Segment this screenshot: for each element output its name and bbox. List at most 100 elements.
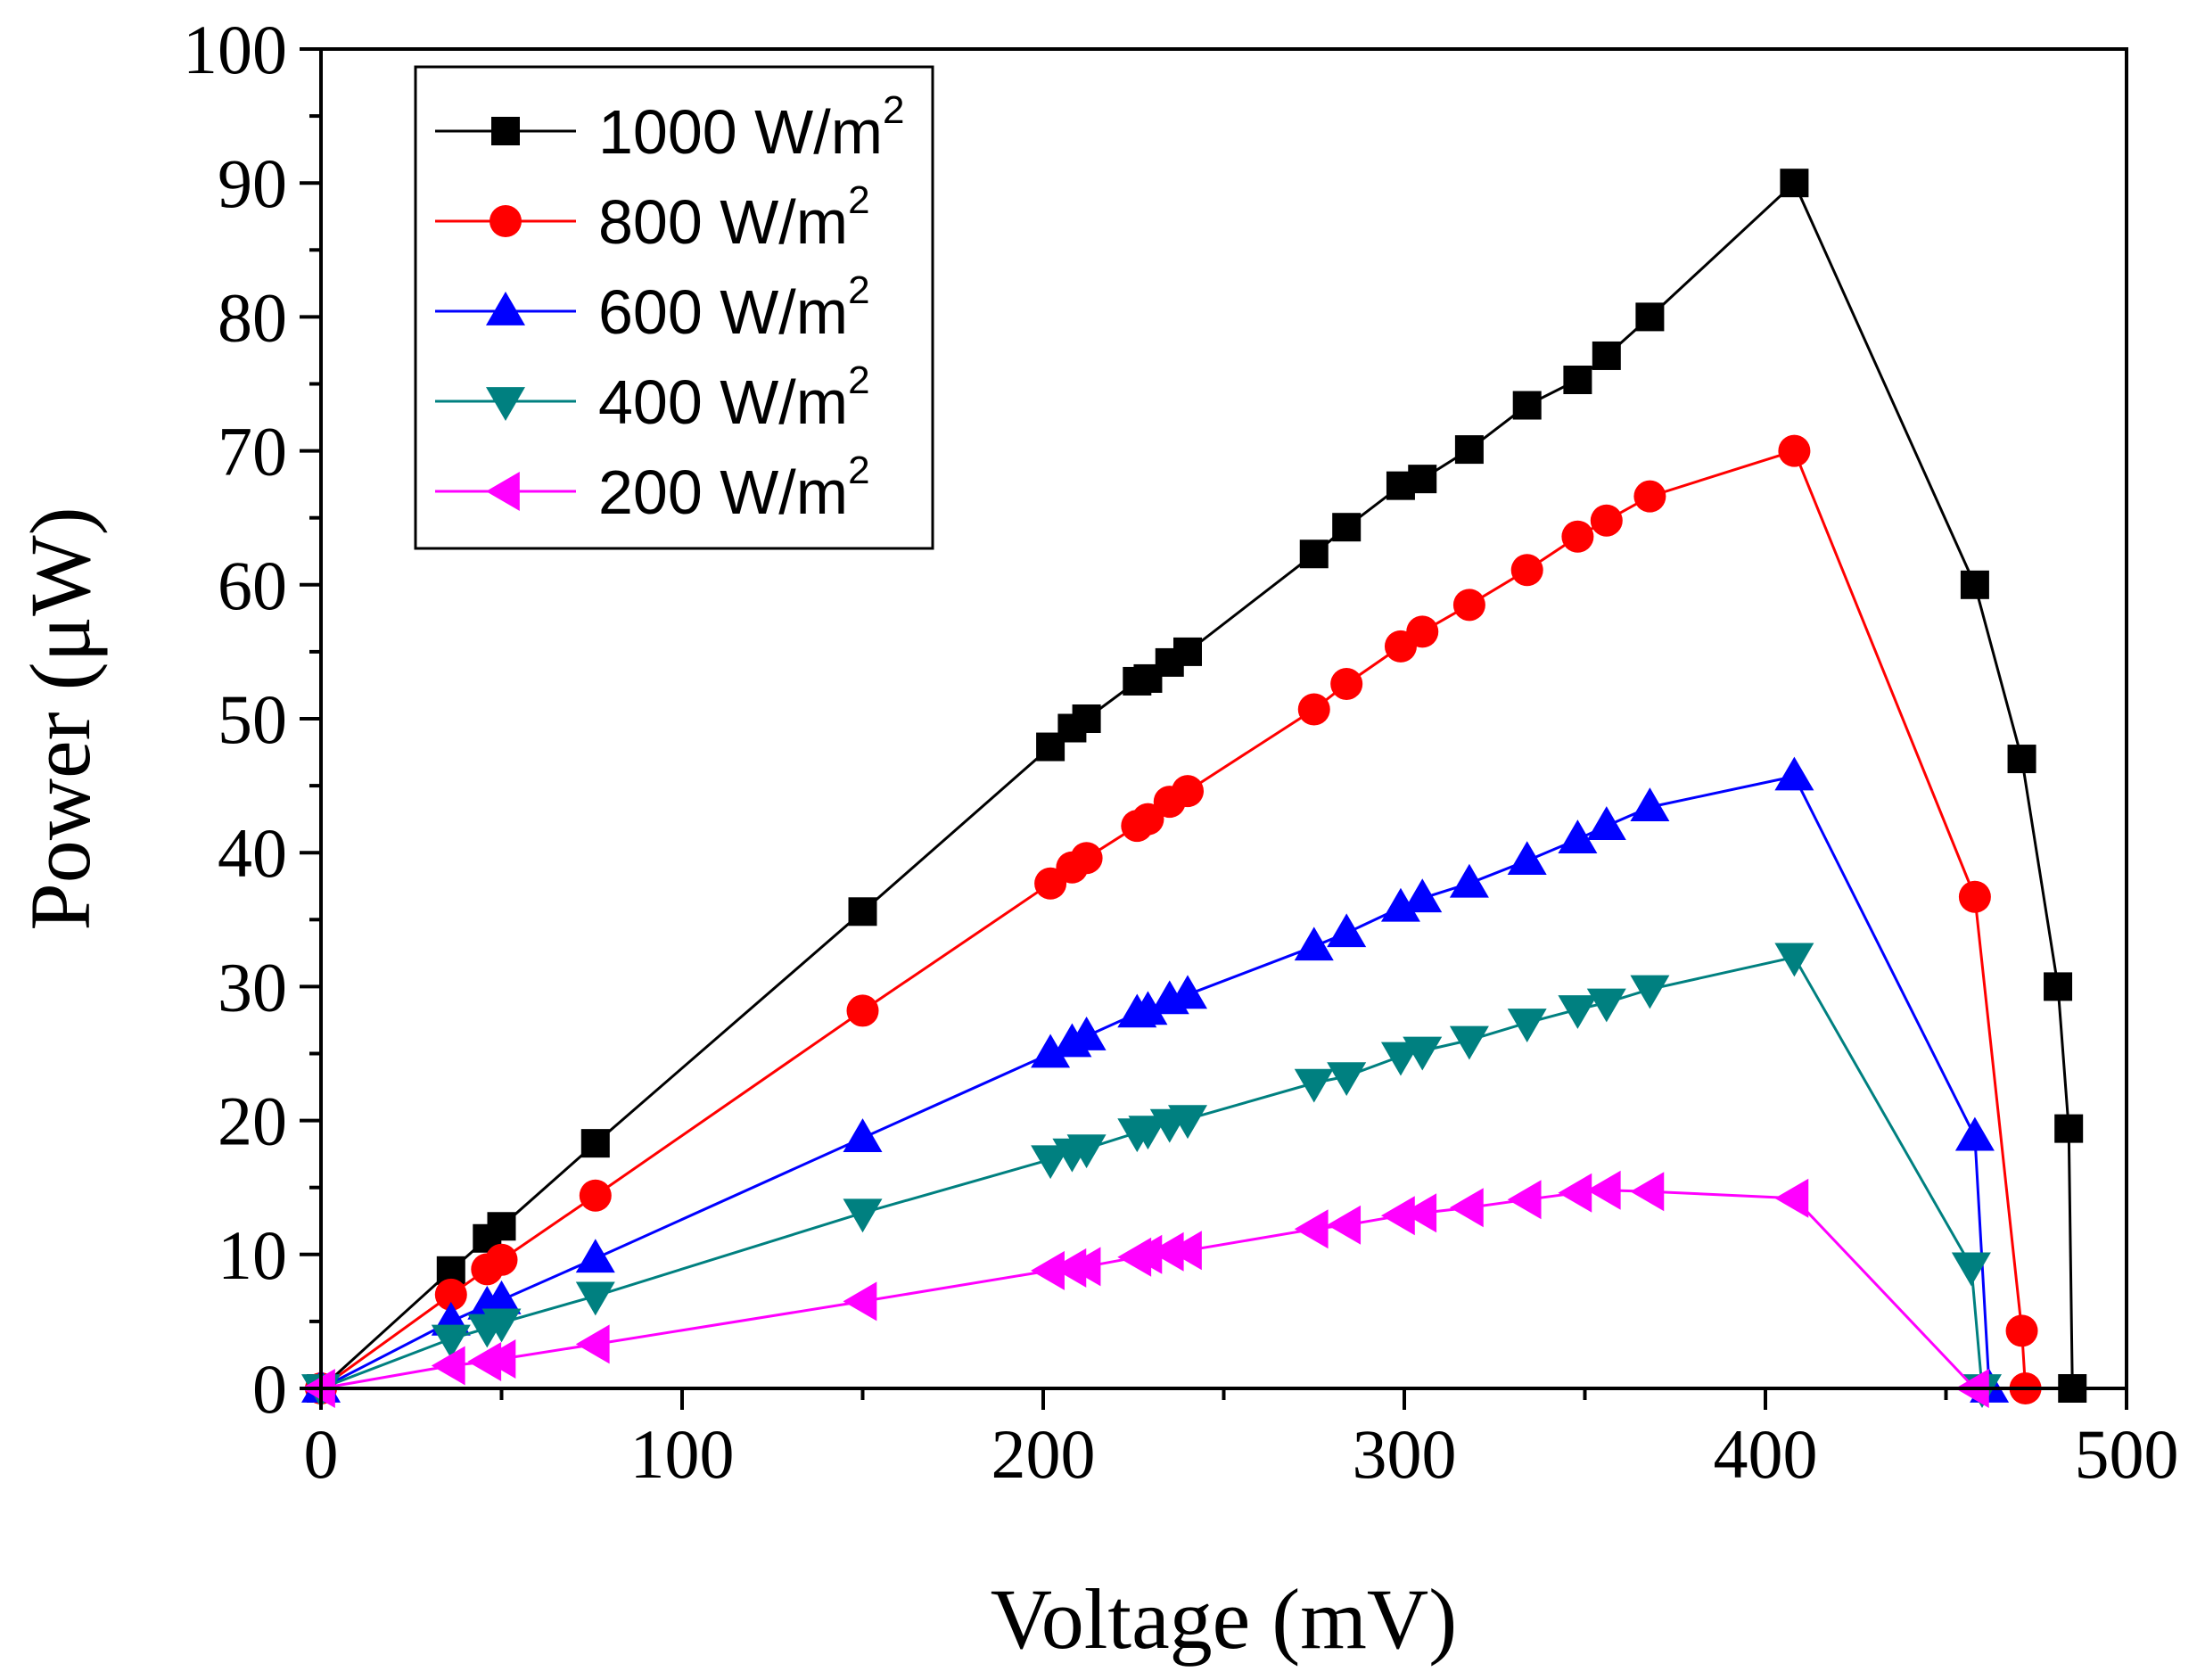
legend-label-sup-4: 2	[848, 449, 869, 492]
legend-label-sup-2: 2	[848, 268, 869, 312]
x-axis-title: Voltage (mV)	[991, 1571, 1457, 1667]
data-point-2-10	[1128, 991, 1168, 1025]
data-point-4-18	[1507, 1180, 1542, 1220]
data-point-0-19	[1563, 365, 1592, 394]
data-point-0-16	[1408, 465, 1437, 494]
data-point-4-16	[1403, 1193, 1437, 1233]
data-point-2-13	[1294, 926, 1334, 961]
data-point-4-6	[1031, 1250, 1065, 1290]
data-point-3-18	[1507, 1009, 1547, 1042]
data-point-0-4	[580, 1129, 610, 1158]
data-point-4-20	[1586, 1170, 1621, 1210]
data-point-1-12	[1172, 775, 1204, 808]
legend-label-2: 600 W/m2	[598, 268, 870, 347]
y-tick-label-1: 10	[218, 1216, 287, 1294]
y-tick-label-7: 70	[218, 413, 287, 490]
data-point-0-18	[1512, 391, 1542, 420]
data-point-2-4	[575, 1239, 615, 1273]
data-point-1-19	[1561, 520, 1594, 553]
data-point-4-14	[1327, 1205, 1362, 1245]
data-point-4-12	[1168, 1231, 1202, 1271]
data-point-3-6	[1031, 1145, 1071, 1180]
data-point-2-23	[1954, 1116, 1995, 1151]
data-point-3-14	[1327, 1062, 1367, 1097]
x-tick-label-1: 100	[630, 1415, 735, 1493]
data-point-0-26	[2054, 1114, 2084, 1143]
data-point-0-5	[848, 897, 877, 926]
legend-entry-4: 200 W/m2	[435, 449, 870, 527]
x-tick-label-2: 200	[991, 1415, 1096, 1493]
data-point-2-19	[1558, 819, 1598, 854]
data-point-4-5	[843, 1281, 877, 1322]
data-point-2-6	[1031, 1034, 1071, 1068]
legend: 1000 W/m2 800 W/m2 600 W/m2 400 W/m2 200 W/m…	[414, 65, 934, 550]
data-point-1-4	[579, 1179, 612, 1212]
data-point-3-17	[1449, 1025, 1489, 1060]
data-point-0-20	[1592, 341, 1621, 370]
data-point-1-1	[434, 1278, 467, 1311]
data-point-2-15	[1380, 887, 1420, 922]
data-point-2-12	[1168, 975, 1207, 1009]
axes-layer: 0 100 200 300 400 500 0 10 20 30 40 50 60 70 80 90 100	[183, 11, 2179, 1493]
data-point-2-8	[1066, 1016, 1107, 1050]
data-point-1-20	[1590, 504, 1623, 537]
data-point-2-17	[1449, 863, 1489, 898]
x-tick-label-4: 400	[1714, 1415, 1818, 1493]
data-point-1-3	[485, 1243, 518, 1276]
y-tick-label-2: 20	[218, 1083, 287, 1160]
y-tick-label-8: 80	[218, 278, 287, 356]
y-tick-label-5: 50	[218, 680, 287, 758]
data-point-0-22	[1780, 169, 1809, 198]
data-point-3-22	[1774, 943, 1814, 977]
data-point-2-5	[843, 1118, 883, 1152]
series-1	[305, 434, 2042, 1404]
data-point-1-24	[2005, 1314, 2038, 1347]
data-point-3-1	[431, 1324, 471, 1359]
data-point-0-12	[1173, 637, 1202, 666]
data-point-3-3	[481, 1308, 522, 1343]
data-point-2-14	[1327, 913, 1367, 948]
data-point-0-24	[2007, 745, 2036, 774]
data-point-0-14	[1332, 513, 1362, 542]
data-point-3-16	[1403, 1036, 1443, 1071]
data-point-1-16	[1406, 615, 1439, 648]
series-line-0	[319, 180, 2074, 1390]
series-layer	[301, 169, 2087, 1408]
data-point-0-21	[1635, 302, 1665, 332]
legend-marker-4	[486, 472, 520, 511]
data-point-0-17	[1454, 435, 1484, 465]
x-tick-label-0: 0	[304, 1415, 339, 1493]
data-point-4-8	[1066, 1247, 1101, 1287]
legend-entry-1: 800 W/m2	[435, 178, 870, 257]
legend-marker-0	[491, 117, 520, 145]
data-point-4-17	[1449, 1188, 1484, 1228]
data-point-3-23	[1951, 1252, 1991, 1287]
data-point-1-10	[1131, 803, 1164, 836]
data-point-1-13	[1297, 693, 1330, 726]
data-point-3-12	[1168, 1105, 1207, 1140]
y-tick-label-6: 60	[218, 547, 287, 624]
data-point-4-2	[467, 1341, 502, 1381]
data-point-3-4	[575, 1281, 615, 1316]
legend-entry-0: 1000 W/m2	[435, 88, 904, 167]
legend-entry-3: 400 W/m2	[435, 358, 870, 437]
data-point-1-5	[846, 994, 879, 1027]
series-0	[307, 169, 2087, 1403]
series-4	[301, 1170, 1989, 1408]
data-point-3-10	[1128, 1116, 1168, 1150]
data-point-1-17	[1452, 589, 1485, 622]
data-point-4-22	[1774, 1178, 1809, 1218]
series-3	[301, 943, 2002, 1408]
data-point-3-15	[1380, 1042, 1420, 1076]
data-point-4-10	[1128, 1234, 1163, 1274]
data-point-4-1	[431, 1346, 465, 1386]
data-point-0-13	[1299, 539, 1329, 569]
data-point-1-23	[1958, 880, 1991, 913]
legend-label-3: 400 W/m2	[598, 358, 870, 437]
legend-entry-2: 600 W/m2	[435, 268, 870, 347]
data-point-2-18	[1507, 841, 1547, 876]
data-point-1-8	[1070, 842, 1103, 875]
x-tick-label-3: 300	[1353, 1415, 1457, 1493]
legend-label-4: 200 W/m2	[598, 449, 870, 527]
